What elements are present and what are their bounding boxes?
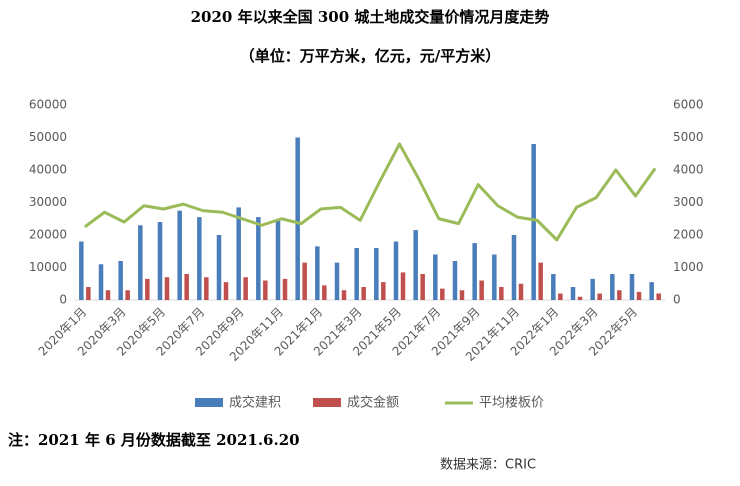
bar	[551, 274, 556, 300]
bar	[197, 217, 202, 300]
y-tick-label: 0	[59, 293, 67, 307]
bar	[236, 207, 241, 300]
bar	[302, 262, 307, 300]
y2-tick-label: 5000	[673, 130, 704, 144]
bar	[282, 278, 288, 300]
bar	[223, 282, 229, 300]
bar	[322, 285, 327, 300]
bar	[145, 278, 150, 300]
bar	[341, 290, 347, 300]
bar	[656, 293, 661, 300]
y-tick-label: 60000	[29, 98, 67, 112]
legend-swatch	[313, 398, 341, 407]
bar	[472, 243, 477, 300]
chart-subtitle: （单位：万平方米，亿元，元/平方米）	[240, 47, 500, 65]
bar	[433, 254, 438, 300]
bar	[577, 296, 583, 300]
y2-tick-label: 6000	[673, 98, 704, 112]
note: 注：2021 年 6 月份数据截至 2021.6.20	[8, 431, 300, 449]
bar	[256, 217, 261, 300]
y-tick-label: 20000	[29, 228, 67, 242]
source: 数据来源：CRIC	[440, 458, 536, 473]
y2-tick-label: 3000	[673, 195, 704, 209]
bar	[636, 291, 642, 300]
bar	[518, 283, 524, 300]
bar	[440, 288, 445, 300]
bar	[98, 264, 104, 300]
bar	[184, 274, 189, 300]
legend-label: 平均楼板价	[479, 396, 544, 411]
chart-title: 2020 年以来全国 300 城土地成交量价情况月度走势	[191, 8, 550, 26]
bar	[420, 274, 425, 300]
bar	[492, 254, 497, 300]
bar	[649, 282, 654, 300]
y-tick-label: 50000	[29, 130, 67, 144]
bar	[295, 137, 300, 300]
bar	[374, 248, 379, 300]
bar	[243, 277, 248, 300]
bar	[590, 278, 595, 300]
bar	[204, 277, 209, 300]
bar	[381, 282, 386, 300]
y2-tick-label: 4000	[673, 163, 704, 177]
bar	[597, 293, 602, 300]
bar	[479, 280, 484, 300]
bar	[629, 274, 635, 300]
bar	[538, 262, 543, 300]
bar	[86, 287, 91, 300]
bar	[354, 248, 359, 300]
bar	[334, 262, 340, 300]
bar	[315, 246, 320, 300]
y-tick-label: 40000	[29, 163, 67, 177]
bar	[413, 230, 418, 300]
y2-tick-label: 2000	[673, 228, 704, 242]
bar	[610, 274, 615, 300]
bar	[263, 280, 268, 300]
bar	[105, 290, 111, 300]
bar	[499, 287, 504, 300]
bar	[452, 261, 458, 300]
bar	[531, 144, 536, 300]
bar	[558, 293, 563, 300]
legend-label: 成交建积	[229, 395, 281, 411]
bar	[617, 290, 622, 300]
y-tick-label: 10000	[29, 260, 67, 274]
bar	[164, 277, 170, 300]
bar	[570, 287, 576, 300]
bar	[138, 225, 143, 300]
y-tick-label: 30000	[29, 195, 67, 209]
bar	[400, 272, 406, 300]
bar	[216, 235, 222, 300]
bar	[118, 261, 123, 300]
y2-tick-label: 1000	[673, 260, 704, 274]
bar	[393, 241, 399, 300]
y2-tick-label: 0	[673, 293, 681, 307]
bar	[125, 290, 130, 300]
bar	[177, 210, 182, 300]
bar	[459, 290, 465, 300]
line	[83, 142, 657, 242]
legend-swatch	[195, 398, 223, 407]
bar	[361, 287, 366, 300]
bar	[79, 241, 84, 300]
bar	[275, 220, 281, 300]
bar	[511, 235, 517, 300]
legend-label: 成交金额	[347, 395, 399, 411]
bar	[157, 222, 163, 300]
